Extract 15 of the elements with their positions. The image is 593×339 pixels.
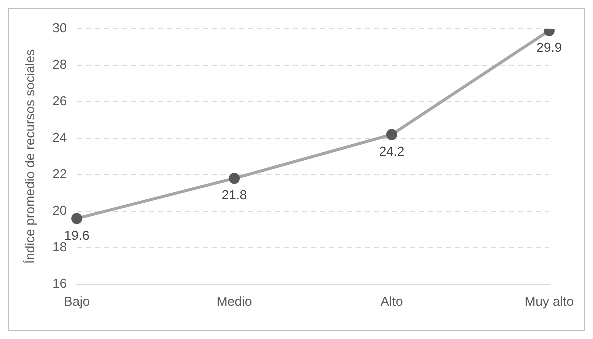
y-tick-label: 16 <box>52 276 68 291</box>
y-tick-label: 26 <box>52 94 68 109</box>
data-label: 29.9 <box>536 40 562 55</box>
y-tick-label: 20 <box>52 203 68 218</box>
y-tick-label: 22 <box>52 166 68 182</box>
x-tick-label: Medio <box>216 294 252 309</box>
y-axis-title: Índice promedio de recursos sociales <box>22 48 38 264</box>
y-tick-label: 28 <box>52 57 68 72</box>
data-label: 21.8 <box>222 188 248 203</box>
x-tick-label: Alto <box>380 294 404 309</box>
x-tick-label: Muy alto <box>524 294 574 309</box>
data-label: 24.2 <box>379 144 405 159</box>
y-tick-label: 30 <box>52 20 68 36</box>
y-tick-label: 24 <box>52 130 68 146</box>
x-tick-label: Bajo <box>64 294 90 309</box>
